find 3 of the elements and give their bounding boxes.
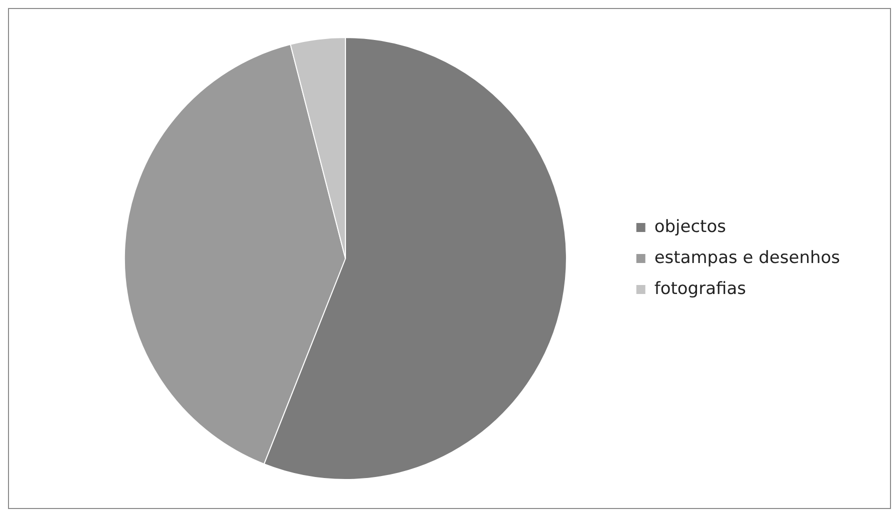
- legend-label: estampas e desenhos: [654, 248, 840, 268]
- legend-label: fotografias: [654, 278, 746, 299]
- legend-label: objectos: [654, 216, 726, 237]
